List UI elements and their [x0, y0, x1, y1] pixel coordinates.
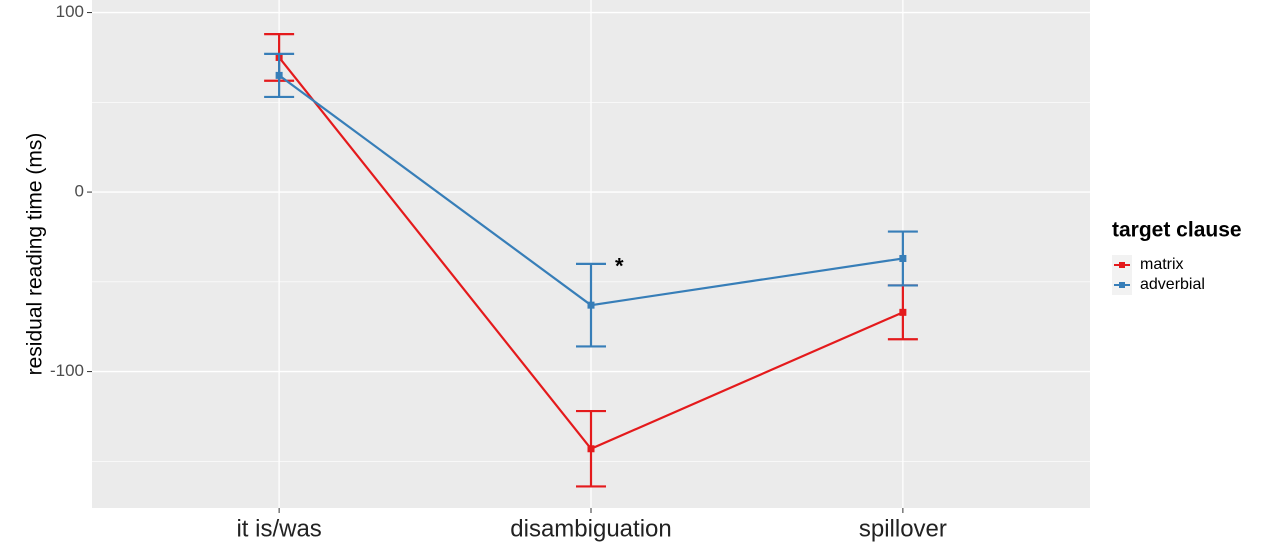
- y-tick-label: 0: [75, 182, 84, 201]
- y-axis-label: residual reading time (ms): [24, 133, 47, 376]
- x-tick-label: it is/was: [236, 515, 321, 542]
- x-tick-label: disambiguation: [510, 515, 671, 542]
- legend-label: adverbial: [1140, 276, 1205, 293]
- legend-key-point: [1119, 282, 1125, 288]
- y-tick-label: -100: [50, 361, 84, 380]
- point: [587, 301, 595, 309]
- point: [587, 445, 595, 453]
- point: [899, 308, 907, 316]
- annotation: *: [615, 254, 624, 279]
- legend-label: matrix: [1140, 256, 1184, 273]
- point: [275, 71, 283, 79]
- legend-title: target clause: [1112, 219, 1242, 242]
- legend-key-point: [1119, 262, 1125, 268]
- x-tick-label: spillover: [859, 515, 947, 542]
- y-tick-label: 100: [56, 2, 84, 21]
- point: [899, 254, 907, 262]
